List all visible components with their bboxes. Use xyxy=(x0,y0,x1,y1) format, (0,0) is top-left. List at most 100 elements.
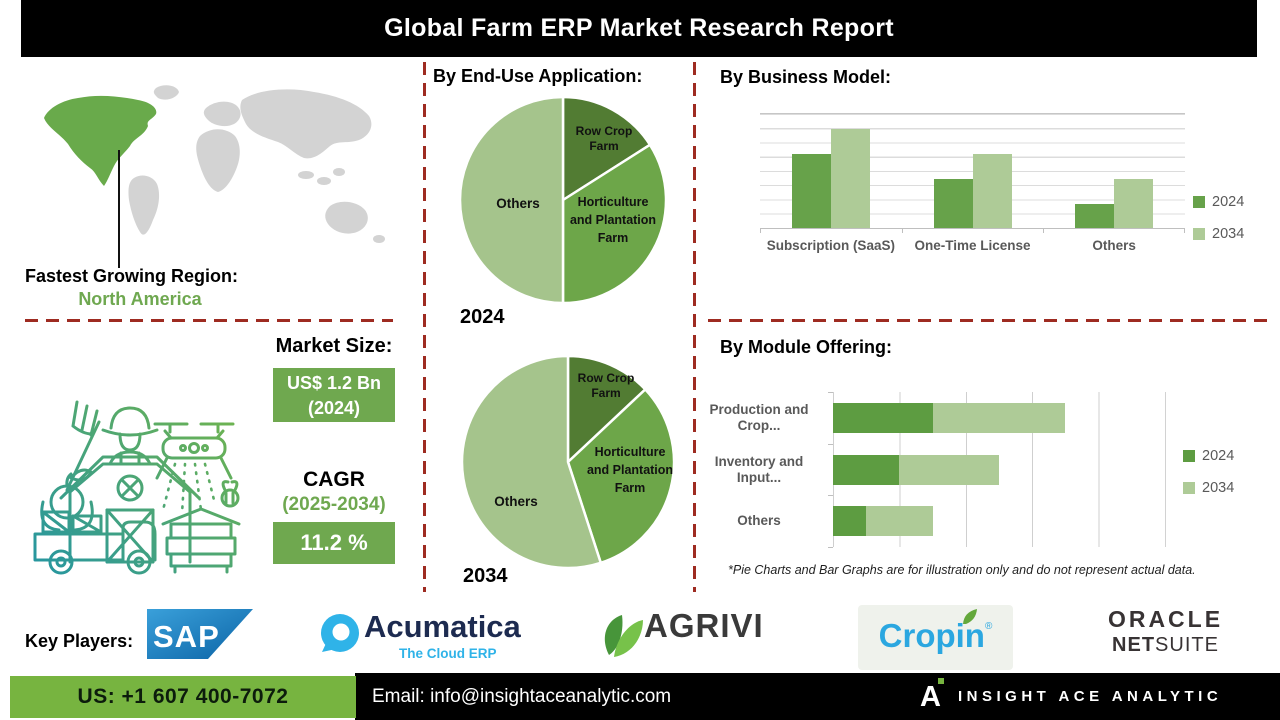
legend-swatch xyxy=(1193,228,1205,240)
svg-text:SAP: SAP xyxy=(153,619,220,654)
business-model-categories: Subscription (SaaS) One-Time License Other… xyxy=(760,238,1185,253)
truck-icon xyxy=(33,532,125,562)
cagr-label: CAGR xyxy=(303,468,365,491)
axis-tick xyxy=(828,443,833,445)
legend-label: 2024 xyxy=(1212,194,1245,210)
pie2024-slice-label: Row Crop Farm xyxy=(575,124,633,153)
pie2034-slice-label: Row Crop Farm xyxy=(577,371,635,400)
pie-chart-2034 xyxy=(460,354,676,570)
legend-swatch xyxy=(1193,196,1205,208)
cropin-leaf-icon xyxy=(963,609,977,624)
pie2024-slice-label: Others xyxy=(496,196,540,211)
axis-tick xyxy=(828,495,833,497)
acumatica-logo: Acumatica xyxy=(364,609,521,644)
insightace-brand-name: INSIGHT ACE ANALYTIC xyxy=(958,688,1223,705)
bar-One-Time License-2024 xyxy=(933,179,973,228)
footer-phone: US: +1 607 400-7072 xyxy=(10,676,356,718)
legend-item: 2024 xyxy=(1193,194,1244,210)
farmer-icon xyxy=(101,406,159,466)
stacked-segment-Production and Crop...-2034 xyxy=(932,402,1066,433)
market-size-value: US$ 1.2 Bn xyxy=(286,373,382,393)
divider-mid-left xyxy=(423,62,426,592)
legend-item: 2024 xyxy=(1183,448,1234,464)
axis-tick xyxy=(1043,228,1045,233)
spray-dots xyxy=(161,462,217,516)
category-label: Others xyxy=(1092,238,1136,253)
legend-swatch xyxy=(1183,482,1195,494)
bar-One-Time License-2034 xyxy=(972,153,1012,228)
world-map xyxy=(44,85,385,243)
pie2024-year: 2024 xyxy=(460,306,505,328)
netsuite-wordmark: NETSUITE xyxy=(1112,634,1219,656)
barn-icon xyxy=(68,462,192,564)
pie-slice xyxy=(566,354,647,464)
pie-slice xyxy=(566,388,676,565)
market-size-label: Market Size: xyxy=(275,335,393,357)
divider-right xyxy=(708,319,1270,322)
beehive-icon xyxy=(161,507,241,526)
agrivi-icon xyxy=(604,615,643,657)
market-size-year: (2024) xyxy=(307,398,361,419)
bar-Subscription (SaaS)-2034 xyxy=(830,128,870,228)
row-label: Inventory and Input... xyxy=(714,453,804,485)
legend-item: 2034 xyxy=(1183,480,1234,496)
divider-mid-right xyxy=(693,62,696,592)
axis-tick xyxy=(760,228,761,233)
insightace-logo-icon: A xyxy=(920,678,954,716)
module-offering-chart xyxy=(833,392,1166,547)
bar-Subscription (SaaS)-2024 xyxy=(791,153,831,228)
business-model-heading: By Business Model: xyxy=(720,67,892,87)
market-size-value-box: US$ 1.2 Bn (2024) xyxy=(273,368,395,422)
pie2034-slice-label: Others xyxy=(494,494,538,509)
pie-slice xyxy=(460,354,603,570)
acumatica-tagline: The Cloud ERP xyxy=(399,646,497,661)
bar-Others-2024 xyxy=(1075,204,1115,228)
drone-icon xyxy=(153,422,235,440)
registered-mark: ® xyxy=(984,621,993,632)
pie-slice xyxy=(561,95,652,202)
sap-logo: SAP xyxy=(147,609,253,659)
axis-tick xyxy=(828,547,833,548)
pie2024-slice-label: Horticulture and Plantation Farm xyxy=(569,195,657,245)
pie-slice xyxy=(561,143,668,305)
stacked-segment-Production and Crop...-2024 xyxy=(833,402,933,433)
row-label: Others xyxy=(737,513,781,529)
page-title: Global Farm ERP Market Research Report xyxy=(384,14,894,42)
bee-icon xyxy=(220,488,240,508)
row-label: Production and Crop... xyxy=(709,401,809,433)
legend-label: 2034 xyxy=(1202,480,1235,496)
business-model-legend: 2024 2034 xyxy=(1193,194,1244,258)
stacked-segment-Others-2034 xyxy=(866,506,933,537)
logo-green-square xyxy=(938,678,944,684)
legend-label: 2034 xyxy=(1212,226,1245,242)
cagr-value-box: 11.2 % xyxy=(273,522,395,564)
fastest-region-label: Fastest Growing Region: xyxy=(25,266,239,286)
farm-illustration xyxy=(33,400,241,575)
footer-bar xyxy=(355,673,1280,720)
map-pointer-line xyxy=(118,150,120,268)
axis-tick xyxy=(1184,228,1185,233)
logo-letter: A xyxy=(920,681,941,713)
oracle-wordmark: ORACLE xyxy=(1107,606,1224,632)
category-label: One-Time License xyxy=(914,238,1031,253)
oracle-netsuite-logo: ORACLE NETSUITE xyxy=(1093,606,1238,657)
end-use-heading: By End-Use Application: xyxy=(433,66,643,86)
divider-left xyxy=(25,319,393,322)
module-offering-categories: Production and Crop... Inventory and Inpu… xyxy=(693,392,827,547)
module-offering-legend: 2024 2034 xyxy=(1183,448,1234,512)
business-model-chart xyxy=(760,113,1185,229)
pie-slice xyxy=(458,95,565,305)
cagr-period: (2025-2034) xyxy=(282,494,386,515)
acumatica-icon xyxy=(321,614,359,652)
key-players-label: Key Players: xyxy=(25,631,134,651)
category-label: Subscription (SaaS) xyxy=(766,238,895,253)
pie-chart-2024 xyxy=(458,95,668,305)
map-north-america-highlight xyxy=(44,95,157,186)
footer-email: Email: info@insightaceanalytic.com xyxy=(372,686,672,707)
stacked-segment-Inventory and Input...-2024 xyxy=(833,454,900,485)
pitchfork-icon xyxy=(65,400,101,492)
pie2034-year: 2034 xyxy=(463,565,508,587)
agrivi-logo: AGRIVI xyxy=(644,607,764,644)
legend-swatch xyxy=(1183,450,1195,462)
